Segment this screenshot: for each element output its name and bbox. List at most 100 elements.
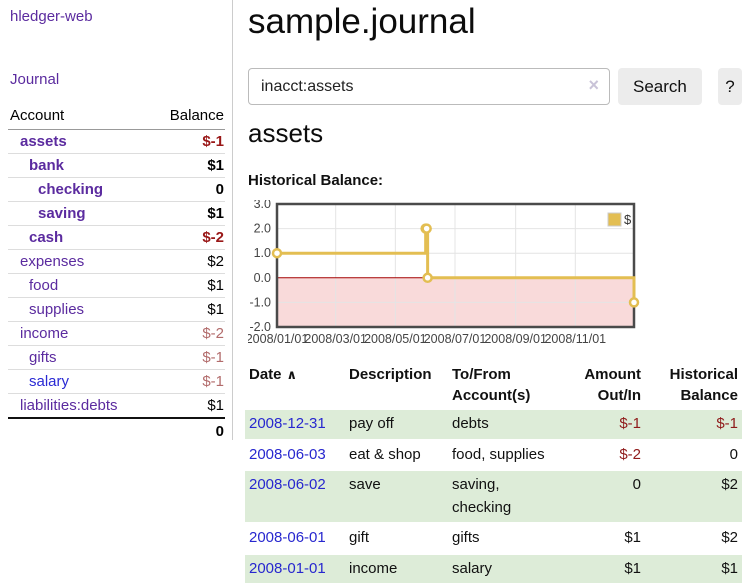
- svg-text:-1.0: -1.0: [249, 295, 271, 309]
- account-row-checking: checking 0: [8, 177, 225, 202]
- transaction-amount: 0: [558, 471, 645, 523]
- brand-link[interactable]: hledger-web: [10, 8, 93, 25]
- accounts-table: Account Balance assets $-1 bank $1 check…: [8, 104, 225, 443]
- svg-text:$: $: [624, 212, 632, 227]
- register-row: 2008-06-03 eat & shop food, supplies $-2…: [245, 441, 742, 470]
- transaction-date-link[interactable]: 2008-06-01: [249, 529, 326, 547]
- svg-text:2008/01/01: 2008/01/01: [248, 332, 308, 346]
- svg-text:2008/05/01: 2008/05/01: [364, 332, 427, 346]
- help-button[interactable]: ?: [717, 68, 742, 105]
- account-link-supplies[interactable]: supplies: [29, 301, 85, 318]
- svg-text:2008/11/01: 2008/11/01: [544, 332, 606, 346]
- transaction-description: save: [345, 471, 448, 523]
- account-link-checking[interactable]: checking: [38, 181, 104, 198]
- account-row-gifts: gifts $-1: [8, 345, 225, 370]
- transaction-balance: $2: [645, 471, 742, 523]
- register-row: 2008-01-01 income salary $1 $1: [245, 554, 742, 584]
- account-balance: $1: [150, 297, 225, 322]
- register-header-description: Description: [349, 366, 432, 383]
- account-row-cash: cash $-2: [8, 225, 225, 250]
- register-header-row: Date ∧ Description To/From Account(s) Amo…: [245, 363, 742, 408]
- nav-journal-link[interactable]: Journal: [10, 71, 60, 88]
- register-row: 2008-12-31 pay off debts $-1 $-1: [245, 410, 742, 439]
- svg-text:2008/09/01: 2008/09/01: [484, 332, 547, 346]
- transaction-accounts: salary: [448, 554, 558, 584]
- chart-title: Historical Balance:: [248, 172, 384, 189]
- account-balance: $-2: [150, 225, 225, 250]
- account-balance: $-1: [150, 129, 225, 154]
- accounts-header-balance: Balance: [150, 104, 225, 130]
- clear-search-icon[interactable]: ×: [588, 75, 599, 95]
- account-link-assets[interactable]: assets: [20, 133, 67, 150]
- account-balance: $1: [150, 201, 225, 226]
- account-link-food[interactable]: food: [29, 277, 59, 294]
- account-link-salary[interactable]: salary: [29, 373, 70, 390]
- account-balance: $-1: [150, 345, 225, 370]
- register-table: Date ∧ Description To/From Account(s) Amo…: [245, 361, 742, 585]
- transaction-amount: $1: [624, 529, 641, 547]
- register-header-accounts: To/From Account(s): [452, 366, 531, 404]
- accounts-header-row: Account Balance: [8, 104, 225, 130]
- transaction-accounts: debts: [448, 410, 558, 439]
- search-form: × Search ?: [248, 68, 742, 105]
- account-balance: $1: [150, 393, 225, 419]
- register-row: 2008-06-01 gift gifts $1 $2: [245, 524, 742, 553]
- svg-text:2008/07/01: 2008/07/01: [424, 332, 487, 346]
- register-header-amount: Amount Out/In: [584, 366, 641, 404]
- account-link-expenses[interactable]: expenses: [20, 253, 85, 270]
- sort-ascending-icon: ∧: [286, 367, 298, 382]
- transaction-balance: 0: [729, 445, 738, 463]
- account-row-assets: assets $-1: [8, 129, 225, 154]
- account-link-liabilities-debts[interactable]: liabilities:debts: [20, 397, 118, 414]
- transaction-balance: $-1: [645, 410, 742, 439]
- account-link-gifts[interactable]: gifts: [29, 349, 57, 366]
- historical-balance-chart: $3.0 2.0 1.0 0.0 -1.0 -2.0 2008/01/01 2008/03/0…: [248, 200, 742, 350]
- account-link-saving[interactable]: saving: [38, 205, 86, 222]
- account-link-income[interactable]: income: [20, 325, 69, 342]
- svg-text:1.0: 1.0: [254, 246, 271, 260]
- transaction-balance: $2: [721, 529, 738, 547]
- account-row-bank: bank $1: [8, 153, 225, 178]
- account-row-supplies: supplies $1: [8, 297, 225, 322]
- svg-text:2.0: 2.0: [254, 222, 271, 236]
- transaction-date-link[interactable]: 2008-06-03: [249, 445, 326, 463]
- accounts-total-row: 0: [8, 417, 225, 443]
- account-balance: 0: [150, 177, 225, 202]
- account-link-bank[interactable]: bank: [29, 157, 65, 174]
- account-balance: $2: [150, 249, 225, 274]
- account-balance: $-1: [150, 369, 225, 394]
- transaction-date-link[interactable]: 2008-06-02: [249, 476, 326, 494]
- account-row-salary: salary $-1: [8, 369, 225, 394]
- accounts-header-account: Account: [8, 104, 151, 130]
- transaction-description: pay off: [345, 410, 448, 439]
- chart-canvas: $3.0 2.0 1.0 0.0 -1.0 -2.02008/01/012008/03/0…: [248, 200, 640, 346]
- svg-text:0.0: 0.0: [254, 271, 271, 285]
- transaction-description: income: [345, 554, 448, 584]
- account-heading: assets: [248, 118, 324, 148]
- transaction-balance: $1: [645, 554, 742, 584]
- accounts-total-balance: 0: [150, 417, 225, 443]
- transaction-description: gift: [349, 529, 370, 547]
- register-row: 2008-06-02 save saving, checking 0 $2: [245, 471, 742, 523]
- transaction-date-link[interactable]: 2008-12-31: [249, 415, 326, 433]
- account-row-saving: saving $1: [8, 201, 225, 226]
- page-title: sample.journal: [248, 2, 476, 41]
- transaction-accounts: gifts: [452, 529, 480, 547]
- transaction-date-link[interactable]: 2008-01-01: [249, 559, 326, 577]
- transaction-description: eat & shop: [349, 445, 421, 463]
- transaction-amount: $1: [558, 554, 645, 584]
- register-header-date[interactable]: Date ∧: [249, 366, 298, 383]
- search-input[interactable]: [248, 68, 610, 105]
- account-link-cash[interactable]: cash: [29, 229, 64, 246]
- transaction-accounts: food, supplies: [452, 445, 545, 463]
- search-button[interactable]: Search: [618, 68, 702, 105]
- svg-text:-2.0: -2.0: [249, 320, 271, 334]
- transaction-amount: $-1: [558, 410, 645, 439]
- account-balance: $1: [150, 153, 225, 178]
- account-row-expenses: expenses $2: [8, 249, 225, 274]
- register-header-balance: Historical Balance: [669, 366, 738, 404]
- account-balance: $1: [150, 273, 225, 298]
- transaction-amount: $-2: [619, 445, 641, 463]
- main-content: sample.journal × Search ? assets Histori…: [245, 0, 742, 584]
- account-row-food: food $1: [8, 273, 225, 298]
